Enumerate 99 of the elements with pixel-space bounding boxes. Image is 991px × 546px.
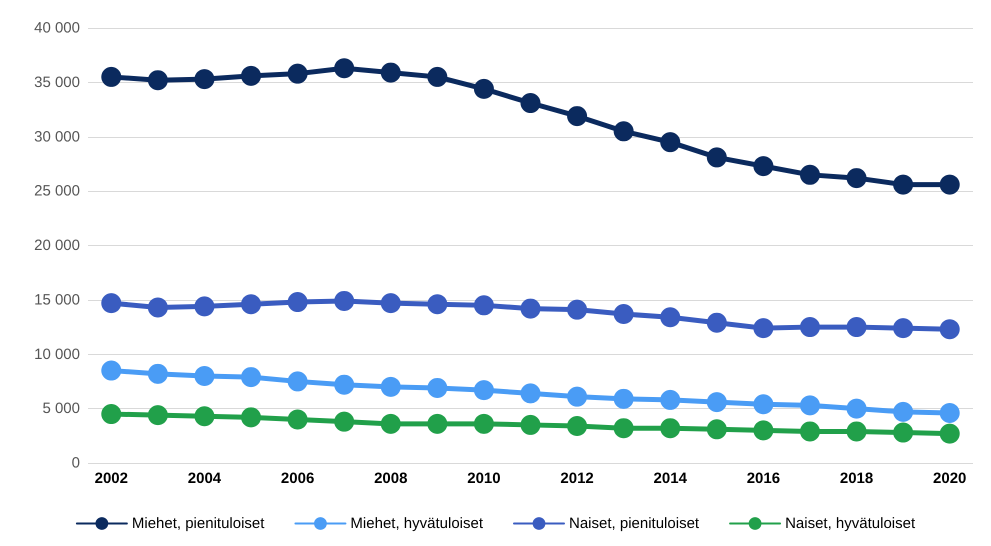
y-tick-label: 0 <box>72 454 80 472</box>
point <box>288 371 308 392</box>
point <box>940 402 960 423</box>
point <box>427 414 448 434</box>
point <box>148 70 168 90</box>
y-tick-label: 15 000 <box>34 291 80 308</box>
point <box>194 366 214 386</box>
point <box>194 406 214 426</box>
point <box>567 386 588 407</box>
y-tick-label: 25 000 <box>34 182 80 200</box>
point <box>706 312 727 333</box>
point <box>753 156 774 176</box>
point <box>846 398 867 419</box>
point <box>893 174 914 195</box>
x-tick-label: 2002 <box>94 470 128 487</box>
point <box>614 388 634 409</box>
point <box>753 394 774 414</box>
point <box>241 66 262 86</box>
point <box>706 392 727 412</box>
y-tick-label: 35 000 <box>34 74 80 91</box>
legend-label: Miehet, hyvätuloiset <box>350 515 484 532</box>
point <box>940 174 960 195</box>
point <box>893 422 914 443</box>
point <box>614 304 634 324</box>
x-tick-label: 2018 <box>840 470 874 487</box>
point <box>846 168 867 188</box>
x-tick-label: 2020 <box>933 470 966 487</box>
legend-label: Miehet, pienituloiset <box>132 515 266 532</box>
point <box>101 293 122 314</box>
point <box>614 121 634 142</box>
point <box>800 164 820 185</box>
point <box>660 132 680 152</box>
point <box>940 319 960 340</box>
point <box>101 360 122 381</box>
point <box>567 300 588 320</box>
point <box>194 69 214 90</box>
point <box>334 58 354 78</box>
y-tick-label: 40 000 <box>34 20 80 36</box>
point <box>474 78 494 99</box>
point <box>427 294 448 314</box>
y-tick-label: 5 000 <box>42 400 80 418</box>
point <box>241 407 262 428</box>
x-tick-label: 2006 <box>280 470 314 487</box>
point <box>148 364 168 384</box>
point <box>241 367 262 388</box>
point <box>474 380 494 400</box>
point <box>427 378 448 398</box>
point <box>800 395 820 416</box>
point <box>474 295 494 316</box>
point <box>288 410 308 430</box>
point <box>101 66 122 87</box>
point <box>940 424 960 444</box>
point <box>380 62 401 83</box>
point <box>241 294 262 314</box>
point <box>846 317 867 338</box>
y-tick-label: 30 000 <box>34 128 80 146</box>
point <box>101 404 122 424</box>
point <box>660 307 680 328</box>
point <box>753 420 774 440</box>
point <box>288 292 308 312</box>
legend-label: Naiset, hyvätuloiset <box>785 515 916 532</box>
point <box>380 293 401 314</box>
x-tick-label: 2004 <box>188 470 222 487</box>
point <box>660 418 680 438</box>
point <box>194 296 214 316</box>
point <box>288 64 308 84</box>
x-tick-label: 2008 <box>374 470 408 487</box>
legend-label: Naiset, pienituloiset <box>569 515 700 532</box>
point <box>148 405 168 426</box>
point <box>893 318 914 338</box>
x-tick-label: 2016 <box>746 470 780 487</box>
point <box>706 147 727 168</box>
point <box>800 421 820 442</box>
y-tick-label: 10 000 <box>34 346 80 363</box>
point <box>334 412 354 432</box>
point <box>520 383 540 404</box>
point <box>614 418 634 438</box>
point <box>800 317 820 338</box>
point <box>334 290 354 311</box>
point <box>474 414 494 434</box>
point <box>148 297 168 318</box>
point <box>380 376 401 397</box>
point <box>893 402 914 422</box>
point <box>520 93 540 114</box>
x-tick-label: 2012 <box>560 470 594 487</box>
point <box>567 106 588 126</box>
point <box>334 374 354 395</box>
point <box>520 414 540 435</box>
point <box>380 414 401 434</box>
point <box>846 421 867 442</box>
point <box>567 416 588 436</box>
y-tick-label: 20 000 <box>34 237 80 254</box>
point <box>520 298 540 319</box>
x-tick-label: 2014 <box>654 470 688 487</box>
point <box>706 419 727 440</box>
x-tick-label: 2010 <box>467 470 501 487</box>
point <box>427 66 448 87</box>
point <box>660 390 680 410</box>
point <box>753 318 774 338</box>
